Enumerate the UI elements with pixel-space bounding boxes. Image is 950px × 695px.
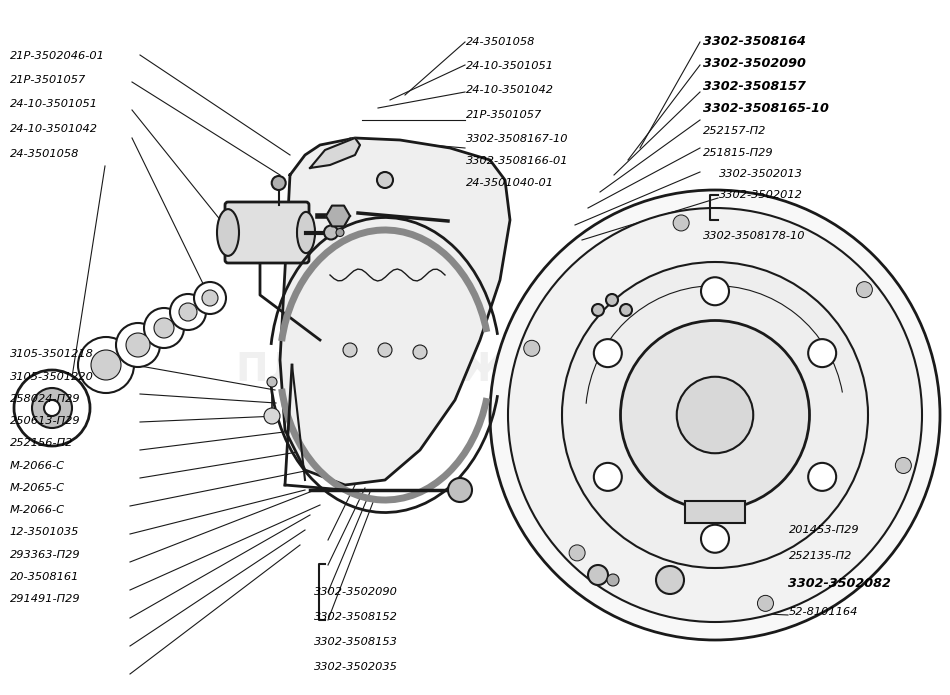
Text: 24-3501058: 24-3501058	[10, 149, 79, 159]
Circle shape	[620, 320, 809, 509]
Bar	[685, 500, 745, 523]
Text: 3302-3502090: 3302-3502090	[314, 587, 397, 597]
Text: 252156-П2: 252156-П2	[10, 439, 73, 448]
Text: 3105-3501218: 3105-3501218	[10, 350, 93, 359]
Text: 21Р-3501057: 21Р-3501057	[466, 110, 542, 120]
Circle shape	[656, 566, 684, 594]
Circle shape	[144, 308, 184, 348]
Circle shape	[336, 229, 344, 236]
Circle shape	[562, 262, 868, 568]
Circle shape	[91, 350, 121, 380]
Text: 12-3501035: 12-3501035	[10, 528, 79, 537]
Circle shape	[170, 294, 206, 330]
Text: 3302-3508165-10: 3302-3508165-10	[703, 102, 828, 115]
Polygon shape	[326, 206, 350, 227]
Circle shape	[523, 341, 540, 357]
Text: 3302-3502013: 3302-3502013	[719, 169, 803, 179]
Ellipse shape	[217, 209, 239, 256]
Circle shape	[508, 208, 922, 622]
Text: 24-3501040-01: 24-3501040-01	[466, 179, 554, 188]
Circle shape	[202, 290, 218, 306]
Text: 252135-П2: 252135-П2	[788, 551, 852, 561]
Circle shape	[490, 190, 940, 640]
Text: 3302-3508178-10: 3302-3508178-10	[703, 231, 806, 241]
Circle shape	[701, 525, 729, 553]
Text: 21Р-3502046-01: 21Р-3502046-01	[10, 51, 104, 60]
Polygon shape	[280, 138, 510, 485]
Polygon shape	[310, 138, 360, 168]
Circle shape	[607, 574, 619, 586]
Text: 3302-3508152: 3302-3508152	[314, 612, 397, 622]
Circle shape	[126, 333, 150, 357]
Circle shape	[154, 318, 174, 338]
Text: 3302-3508157: 3302-3508157	[703, 80, 806, 92]
Text: 291491-П29: 291491-П29	[10, 594, 80, 604]
Text: 24-10-3501042: 24-10-3501042	[10, 124, 98, 133]
Text: 3302-3508164: 3302-3508164	[703, 35, 806, 48]
Text: 20-3508161: 20-3508161	[10, 572, 79, 582]
Text: 24-10-3501051: 24-10-3501051	[10, 99, 98, 109]
Circle shape	[264, 408, 280, 424]
Text: 3302-3502012: 3302-3502012	[719, 190, 803, 199]
Circle shape	[32, 388, 72, 428]
Text: 52-8101164: 52-8101164	[788, 607, 858, 616]
Circle shape	[116, 323, 160, 367]
Circle shape	[448, 478, 472, 502]
Text: 24-10-3501042: 24-10-3501042	[466, 85, 554, 95]
Text: М-2066-С: М-2066-С	[10, 505, 65, 515]
Circle shape	[856, 281, 872, 297]
Circle shape	[272, 176, 286, 190]
Text: М-2065-С: М-2065-С	[10, 483, 65, 493]
Circle shape	[808, 463, 836, 491]
Circle shape	[78, 337, 134, 393]
Circle shape	[606, 294, 618, 306]
Text: 258024-П29: 258024-П29	[10, 394, 80, 404]
Text: 250613-П29: 250613-П29	[10, 416, 80, 426]
Circle shape	[594, 339, 622, 367]
Text: 251815-П29: 251815-П29	[703, 148, 773, 158]
Circle shape	[179, 303, 197, 321]
Circle shape	[701, 277, 729, 305]
Circle shape	[620, 304, 632, 316]
Circle shape	[592, 304, 604, 316]
Circle shape	[674, 215, 689, 231]
Text: 3302-3508167-10: 3302-3508167-10	[466, 134, 568, 144]
Circle shape	[588, 565, 608, 585]
FancyBboxPatch shape	[225, 202, 309, 263]
Circle shape	[377, 172, 393, 188]
Circle shape	[808, 339, 836, 367]
Circle shape	[44, 400, 60, 416]
Text: 3105-3501220: 3105-3501220	[10, 372, 93, 382]
Circle shape	[569, 545, 585, 561]
Text: М-2066-С: М-2066-С	[10, 461, 65, 471]
Text: 3302-3502082: 3302-3502082	[788, 578, 891, 590]
Circle shape	[194, 282, 226, 314]
Text: 3302-3502090: 3302-3502090	[703, 58, 806, 70]
Text: 201453-П29: 201453-П29	[788, 525, 859, 534]
Text: 3302-3508166-01: 3302-3508166-01	[466, 156, 568, 166]
Text: 3302-3502035: 3302-3502035	[314, 662, 397, 672]
Text: 24-10-3501051: 24-10-3501051	[466, 61, 554, 71]
Text: 24-3501058: 24-3501058	[466, 37, 535, 47]
Text: 293363-П29: 293363-П29	[10, 550, 80, 559]
Text: 3302-3508153: 3302-3508153	[314, 637, 397, 647]
Text: 252157-П2: 252157-П2	[703, 126, 767, 136]
Text: 21Р-3501057: 21Р-3501057	[10, 75, 86, 85]
Circle shape	[267, 377, 277, 387]
Circle shape	[324, 225, 338, 240]
Circle shape	[378, 343, 392, 357]
Circle shape	[676, 377, 753, 453]
Circle shape	[895, 457, 911, 473]
Circle shape	[413, 345, 427, 359]
Circle shape	[757, 596, 773, 612]
Circle shape	[343, 343, 357, 357]
Ellipse shape	[297, 212, 315, 253]
Text: ПЛАНЕТА ЖЕЛЕЗЯКА: ПЛАНЕТА ЖЕЛЕЗЯКА	[237, 351, 713, 389]
Circle shape	[14, 370, 90, 446]
Circle shape	[594, 463, 622, 491]
